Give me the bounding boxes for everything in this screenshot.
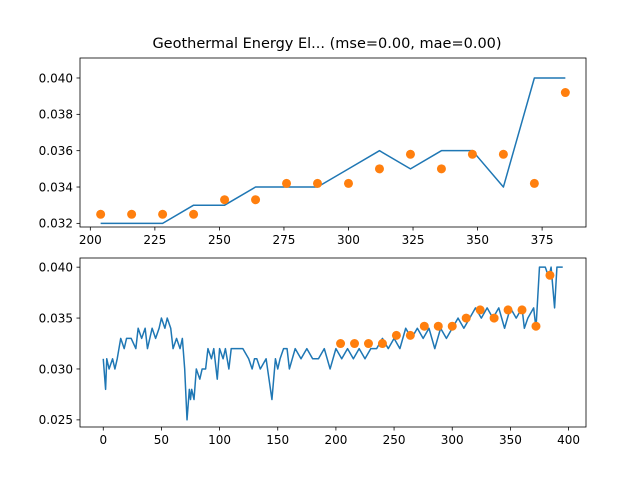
top-scatter-point — [96, 209, 106, 219]
top-x-tick-label: 375 — [531, 233, 554, 247]
bottom-x-tick-label: 100 — [208, 433, 231, 447]
top-x-tick-label: 300 — [337, 233, 360, 247]
top-chart-title: Geothermal Energy El... (mse=0.00, mae=0… — [152, 36, 501, 52]
bottom-x-tick-label: 200 — [324, 433, 347, 447]
bottom-y-tick-label: 0.040 — [39, 260, 73, 274]
bottom-scatter-point — [545, 270, 555, 280]
bottom-scatter-point — [419, 321, 429, 331]
top-y-tick-label: 0.032 — [39, 217, 73, 231]
bottom-scatter-point — [461, 313, 471, 323]
bottom-y-tick-label: 0.030 — [39, 362, 73, 376]
top-scatter-point — [251, 195, 261, 205]
bottom-scatter-point — [377, 339, 387, 349]
top-scatter-point — [498, 149, 508, 159]
bottom-scatter-point — [350, 339, 360, 349]
bottom-scatter-point — [405, 330, 415, 340]
bottom-axes-frame — [79, 257, 587, 428]
bottom-scatter-point — [391, 330, 401, 340]
bottom-scatter-point — [363, 339, 373, 349]
top-series-line-0 — [100, 77, 566, 225]
top-axes-frame — [79, 57, 587, 228]
top-x-tick-label: 250 — [208, 233, 231, 247]
bottom-series-line-0 — [102, 266, 563, 421]
bottom-x-tick-label: 0 — [99, 433, 107, 447]
bottom-scatter-point — [517, 305, 527, 315]
top-x-tick-label: 200 — [79, 233, 102, 247]
bottom-y-tick-label: 0.035 — [39, 311, 73, 325]
top-y-tick-label: 0.036 — [39, 144, 73, 158]
top-scatter-point — [467, 149, 477, 159]
top-scatter-point — [405, 149, 415, 159]
top-x-tick-label: 325 — [402, 233, 425, 247]
bottom-scatter-point — [447, 321, 457, 331]
top-x-tick-label: 225 — [143, 233, 166, 247]
top-scatter-point — [158, 209, 168, 219]
top-scatter-point — [529, 178, 539, 188]
bottom-scatter-point — [475, 305, 485, 315]
top-scatter-point — [560, 88, 570, 98]
top-x-tick-label: 275 — [272, 233, 295, 247]
bottom-scatter-point — [489, 313, 499, 323]
top-scatter-point — [220, 195, 230, 205]
bottom-x-tick-label: 300 — [441, 433, 464, 447]
bottom-x-tick-label: 50 — [154, 433, 169, 447]
top-scatter-point — [282, 178, 292, 188]
bottom-scatter-point — [336, 339, 346, 349]
top-scatter-point — [313, 178, 323, 188]
bottom-x-tick-label: 400 — [557, 433, 580, 447]
top-plot: 200 225 250 275 300 325 350 375 0.032 0.034 0.036 0… — [39, 57, 587, 247]
bottom-x-tick-label: 150 — [266, 433, 289, 447]
top-scatter-point — [343, 178, 353, 188]
bottom-y-tick-label: 0.025 — [39, 413, 73, 427]
top-scatter-point — [374, 164, 384, 174]
top-scatter-point — [189, 209, 199, 219]
top-x-tick-label: 350 — [466, 233, 489, 247]
bottom-scatter-point — [531, 321, 541, 331]
top-y-tick-label: 0.038 — [39, 108, 73, 122]
bottom-plot: 0 50 100 150 200 250 300 350 400 0.025 0.030 0.035 0… — [39, 257, 587, 447]
bottom-scatter-point — [503, 305, 513, 315]
top-scatter-point — [127, 209, 137, 219]
top-y-tick-label: 0.040 — [39, 71, 73, 85]
top-scatter-point — [436, 164, 446, 174]
bottom-scatter-point — [433, 321, 443, 331]
top-y-tick-label: 0.034 — [39, 180, 73, 194]
bottom-x-tick-label: 250 — [383, 433, 406, 447]
bottom-x-tick-label: 350 — [499, 433, 522, 447]
